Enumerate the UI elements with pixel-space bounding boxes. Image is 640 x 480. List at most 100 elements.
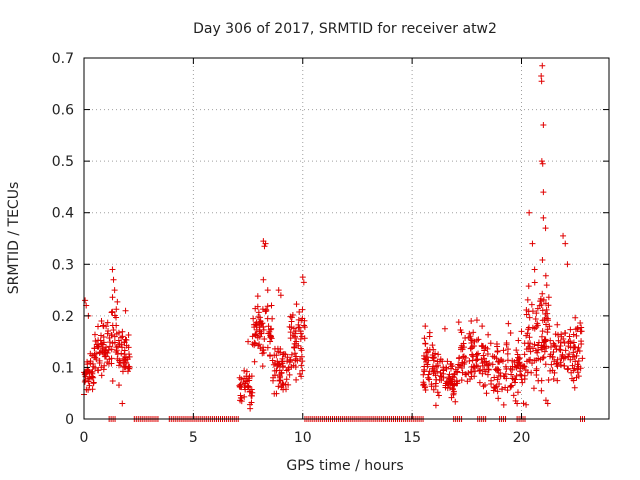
- data-point: [124, 356, 131, 363]
- data-point: [450, 390, 457, 397]
- data-point: [504, 346, 511, 353]
- data-point: [531, 266, 538, 273]
- data-point: [567, 326, 574, 333]
- data-point: [295, 324, 302, 331]
- data-point: [532, 315, 539, 322]
- data-point: [554, 377, 561, 384]
- data-point: [237, 394, 244, 401]
- data-point: [251, 358, 258, 365]
- data-point: [264, 303, 271, 310]
- data-point: [508, 371, 515, 378]
- data-point: [255, 313, 262, 320]
- data-point: [518, 328, 525, 335]
- data-point: [108, 360, 115, 367]
- data-point: [554, 363, 561, 370]
- data-point: [250, 315, 257, 322]
- data-point: [524, 369, 531, 376]
- data-point: [449, 373, 456, 380]
- data-point: [488, 377, 495, 384]
- data-point: [473, 352, 480, 359]
- data-point: [576, 348, 583, 355]
- data-point: [88, 374, 95, 381]
- data-point: [456, 354, 463, 361]
- data-point: [452, 398, 459, 405]
- data-point: [533, 367, 540, 374]
- data-point: [539, 290, 546, 297]
- data-point: [534, 322, 541, 329]
- data-point: [89, 361, 96, 368]
- data-point: [126, 365, 133, 372]
- data-point: [521, 351, 528, 358]
- data-point: [569, 362, 576, 369]
- data-point: [301, 324, 308, 331]
- data-point: [447, 361, 454, 368]
- data-point: [510, 392, 517, 399]
- data-point: [514, 351, 521, 358]
- data-point: [529, 360, 536, 367]
- data-point: [538, 387, 545, 394]
- data-point: [241, 393, 248, 400]
- data-point: [533, 310, 540, 317]
- data-point: [516, 360, 523, 367]
- data-point: [468, 318, 475, 325]
- data-point: [521, 363, 528, 370]
- data-point: [573, 332, 580, 339]
- data-point: [574, 325, 581, 332]
- data-point: [544, 326, 551, 333]
- data-point: [531, 279, 538, 286]
- data-point: [528, 301, 535, 308]
- data-point: [82, 297, 89, 304]
- y-tick-label: 0.6: [52, 103, 74, 119]
- data-point: [526, 209, 533, 216]
- data-point: [113, 314, 120, 321]
- data-point: [421, 384, 428, 391]
- data-point: [274, 363, 281, 370]
- data-point: [575, 344, 582, 351]
- data-point: [542, 225, 549, 232]
- data-point: [99, 345, 106, 352]
- data-point: [477, 367, 484, 374]
- data-point: [273, 367, 280, 374]
- data-point: [493, 340, 500, 347]
- data-point: [105, 346, 112, 353]
- data-point: [545, 302, 552, 309]
- data-point: [577, 319, 584, 326]
- data-point: [260, 344, 267, 351]
- data-point: [126, 351, 133, 358]
- data-point: [507, 383, 514, 390]
- data-point: [279, 355, 286, 362]
- data-point: [451, 381, 458, 388]
- chart-title: Day 306 of 2017, SRMTID for receiver atw…: [193, 21, 497, 37]
- data-point: [421, 335, 428, 342]
- data-point: [245, 338, 252, 345]
- data-point: [557, 339, 564, 346]
- data-point: [469, 351, 476, 358]
- data-point: [527, 348, 534, 355]
- data-point: [560, 336, 567, 343]
- data-point: [255, 309, 262, 316]
- data-point: [110, 327, 117, 334]
- data-point: [91, 354, 98, 361]
- data-point: [108, 346, 115, 353]
- x-tick-label: 15: [403, 430, 421, 446]
- data-point: [534, 305, 541, 312]
- data-point: [455, 319, 462, 326]
- data-point: [542, 397, 549, 404]
- y-tick-label: 0.2: [52, 309, 74, 325]
- data-point: [262, 240, 269, 247]
- y-tick-label: 0.7: [52, 51, 74, 67]
- data-point: [275, 383, 282, 390]
- data-point: [550, 348, 557, 355]
- data-point: [100, 322, 107, 329]
- data-point: [241, 384, 248, 391]
- data-point: [512, 397, 519, 404]
- data-point: [264, 287, 271, 294]
- data-point: [241, 375, 248, 382]
- data-point: [491, 374, 498, 381]
- data-point: [288, 324, 295, 331]
- data-point: [254, 293, 261, 300]
- data-point: [252, 305, 259, 312]
- data-point: [507, 329, 514, 336]
- data-point: [259, 363, 266, 370]
- data-point: [554, 321, 561, 328]
